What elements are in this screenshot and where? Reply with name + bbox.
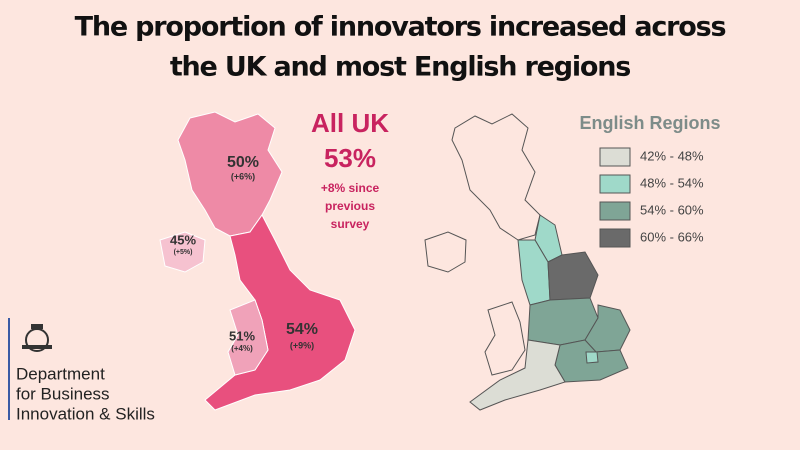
region-yorkshire [547,251,599,301]
legend: 42% - 48% 48% - 54% 54% - 60% 60% - 66% [599,147,704,248]
region-london [585,351,599,364]
legend-label: 42% - 48% [640,148,704,163]
nation-change: (+5%) [174,249,193,256]
northern-ireland [159,231,206,273]
regions-map [424,113,631,411]
uk-change: survey [331,217,370,231]
nation-change: (+9%) [290,340,314,350]
uk-headline: All UK [311,108,389,138]
england [204,214,356,411]
wales [227,299,269,376]
nation-change: (+6%) [231,171,255,181]
legend-label: 48% - 54% [640,175,704,190]
nation-value: 51% [229,328,255,343]
nation-value: 50% [227,154,259,171]
logo-line: for Business [16,384,110,403]
legend-label: 54% - 60% [640,202,704,217]
region-south-west [469,339,566,411]
wales-outline [484,301,526,376]
title-line: the UK and most English regions [170,52,630,83]
legend-swatch [599,228,631,248]
crest [22,324,52,352]
legend-label: 60% - 66% [640,229,704,244]
legend-swatch [599,201,631,221]
logo-line: Innovation & Skills [16,404,155,423]
nation-value: 54% [286,321,318,338]
legend-title: English Regions [579,113,720,133]
scotland-outline [451,113,541,241]
uk-change: previous [325,199,375,213]
legend-swatch [599,174,631,194]
title-line: The proportion of innovators increased a… [75,12,726,43]
logo-line: Department [16,364,105,383]
ni-outline [424,231,467,273]
uk-map [159,111,356,411]
uk-value: 53% [324,143,376,173]
uk-change: +8% since [321,181,380,195]
nation-change: (+4%) [231,344,253,353]
legend-swatch [599,147,631,167]
nation-value: 45% [170,232,196,247]
